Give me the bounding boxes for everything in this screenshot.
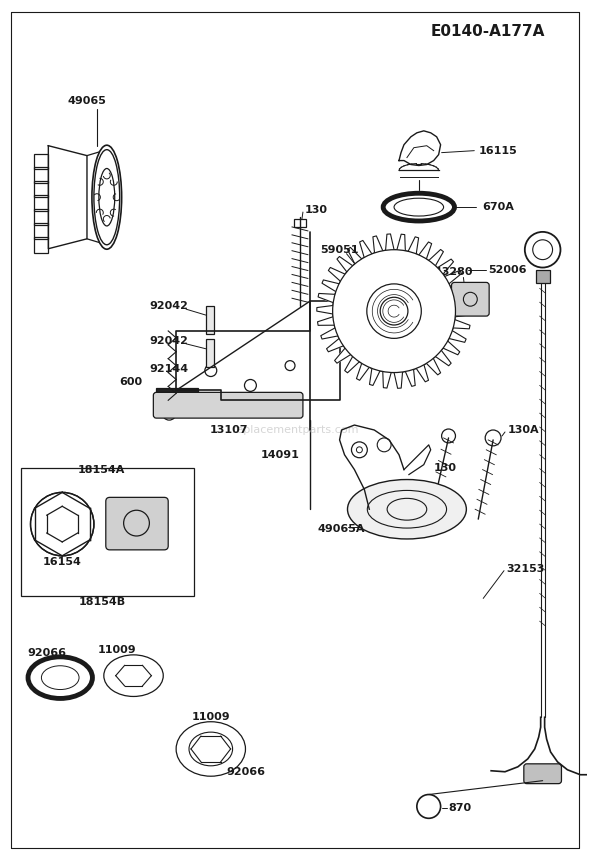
Text: 49065: 49065: [67, 96, 106, 106]
Text: 130A: 130A: [508, 425, 540, 435]
Bar: [536, 269, 549, 284]
Text: 92066: 92066: [28, 648, 67, 658]
Text: 16115: 16115: [478, 145, 517, 156]
Bar: [34, 209, 48, 225]
Text: 92042: 92042: [149, 336, 188, 346]
Bar: [34, 237, 48, 253]
Bar: [34, 168, 48, 183]
Text: 11009: 11009: [97, 645, 136, 655]
Text: 13107: 13107: [209, 425, 248, 435]
Bar: [294, 219, 306, 227]
Text: 49065A: 49065A: [318, 524, 365, 534]
Bar: [156, 389, 198, 404]
Text: 870: 870: [448, 803, 471, 814]
FancyBboxPatch shape: [153, 392, 303, 418]
Text: 130: 130: [305, 205, 328, 215]
Bar: [206, 306, 214, 334]
Text: 600: 600: [120, 378, 143, 388]
Bar: [206, 339, 214, 366]
Bar: [34, 181, 48, 197]
Ellipse shape: [394, 198, 444, 216]
Text: 18154A: 18154A: [78, 464, 126, 475]
Bar: [34, 223, 48, 239]
Text: 92042: 92042: [149, 301, 188, 311]
FancyBboxPatch shape: [524, 764, 562, 783]
Ellipse shape: [92, 145, 122, 249]
Ellipse shape: [41, 666, 79, 690]
Text: 13280: 13280: [434, 267, 473, 277]
Text: 52006: 52006: [488, 265, 527, 274]
Text: 92144: 92144: [149, 364, 189, 373]
Text: 670A: 670A: [482, 202, 514, 212]
Bar: [34, 195, 48, 211]
Text: 16154: 16154: [43, 556, 81, 567]
Text: 11009: 11009: [192, 712, 230, 722]
Text: 14091: 14091: [261, 450, 300, 460]
FancyBboxPatch shape: [106, 497, 168, 550]
Ellipse shape: [348, 480, 466, 539]
Bar: [21, 468, 194, 597]
Text: replacementparts.com: replacementparts.com: [232, 425, 358, 435]
Ellipse shape: [333, 249, 455, 372]
Text: 92066: 92066: [226, 767, 265, 777]
Text: E0140-A177A: E0140-A177A: [431, 24, 545, 40]
Circle shape: [31, 493, 94, 556]
Text: 130: 130: [434, 463, 457, 473]
Polygon shape: [317, 234, 471, 389]
Text: 32153: 32153: [506, 563, 545, 574]
FancyBboxPatch shape: [451, 282, 489, 316]
Bar: [34, 154, 48, 169]
Text: 59051: 59051: [320, 245, 358, 255]
Text: 18154B: 18154B: [78, 598, 126, 607]
